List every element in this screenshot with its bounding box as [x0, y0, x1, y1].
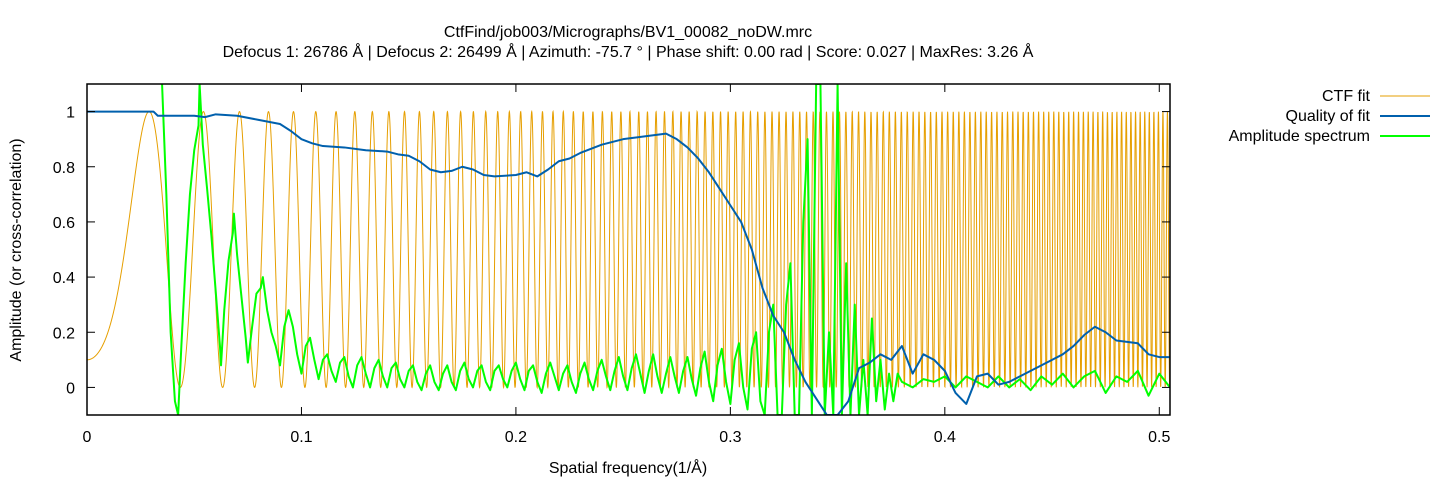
y-tick-label: 0.2 [53, 325, 75, 342]
axis-layer: 0 0.1 0.2 0.3 0.4 0.5 0 0.2 0.4 0.6 0.8 1 [53, 84, 1170, 446]
x-tick-label: 0.5 [1148, 429, 1170, 446]
chart-subtitle: Defocus 1: 26786 Å | Defocus 2: 26499 Å … [222, 44, 1034, 61]
y-tick-label: 1 [66, 105, 75, 122]
series-ctf-fit-line [87, 109, 1170, 390]
series-amplitude-spectrum-line [161, 84, 1170, 415]
y-tick-label: 0.4 [53, 270, 75, 287]
y-tick-label: 0.6 [53, 215, 75, 232]
x-tick-label: 0.3 [719, 429, 741, 446]
chart-title: CtfFind/job003/Micrographs/BV1_00082_noD… [443, 24, 813, 41]
plot-frame [86, 83, 1171, 416]
x-tick-label: 0 [83, 429, 92, 446]
legend-label: CTF fit [1322, 88, 1371, 105]
series-quality-of-fit-line [87, 110, 1170, 415]
x-tick-label: 0.1 [290, 429, 312, 446]
legend: CTF fit Quality of fit Amplitude spectrum [1229, 88, 1430, 145]
legend-label: Amplitude spectrum [1229, 128, 1370, 145]
y-axis-label: Amplitude (or cross-correlation) [8, 138, 25, 361]
y-tick-label: 0.8 [53, 160, 75, 177]
x-tick-label: 0.4 [934, 429, 956, 446]
legend-label: Quality of fit [1286, 108, 1371, 125]
series-layer [87, 84, 1170, 415]
x-tick-label: 0.2 [505, 429, 527, 446]
x-axis-label: Spatial frequency(1/Å) [549, 458, 707, 477]
y-tick-label: 0 [66, 380, 75, 397]
